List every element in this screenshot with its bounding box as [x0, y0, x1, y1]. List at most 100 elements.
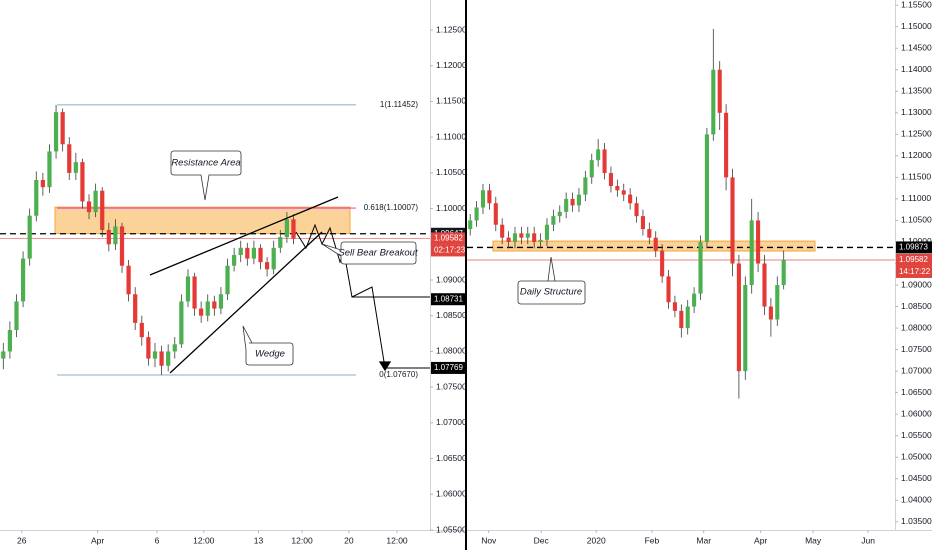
fib-label: 0.618(1.10007): [364, 203, 419, 212]
y-tick-label: 1.08000: [901, 322, 932, 332]
candle-body: [284, 219, 289, 238]
callout-box: [242, 325, 294, 366]
candle-body: [119, 226, 125, 266]
levels: 1(1.11452) 0.618(1.10007) 0(1.07670): [0, 100, 895, 379]
y-tick-label: 1.10000: [436, 203, 467, 213]
candle-body: [159, 351, 164, 366]
drawings: [149, 196, 430, 374]
candle-body: [500, 224, 505, 238]
y-tick-label: 1.06500: [901, 387, 932, 397]
candle-body: [628, 194, 633, 204]
x-tick-label: 12:00: [193, 535, 215, 545]
candle-body: [34, 180, 39, 216]
candle-body: [245, 247, 250, 259]
candle-body: [232, 255, 237, 266]
zone: [54, 206, 351, 235]
candle-body: [20, 258, 26, 302]
candle-body: [762, 263, 767, 307]
y-tick-label: 1.07500: [901, 344, 932, 354]
y-tick-label: 1.07000: [901, 365, 932, 375]
candle-body: [192, 276, 197, 309]
candle-body: [225, 265, 230, 295]
y-tick-label: 1.03500: [901, 516, 932, 526]
candle-body: [80, 162, 85, 202]
candle-body: [608, 173, 613, 186]
candle-body: [1, 351, 6, 359]
price-tag: [896, 241, 932, 254]
candle-body: [743, 285, 748, 372]
x-tick-label: 6: [155, 535, 160, 545]
candle-body: [47, 151, 52, 188]
candle-body: [100, 190, 105, 230]
y-tick-label: 1.12000: [436, 60, 467, 70]
candle-body: [205, 301, 210, 316]
y-tick-label: 1.09000: [901, 279, 932, 289]
price-tag: [896, 253, 932, 266]
projection-2: [351, 286, 430, 369]
candle-body: [146, 337, 151, 359]
y-tick-label: 1.11000: [901, 193, 931, 203]
candle-body: [86, 201, 92, 213]
y-tick-label: 1.14000: [901, 64, 932, 74]
candle-body: [60, 112, 65, 145]
y-tick-label: 1.12500: [901, 129, 932, 139]
y-tick-label: 1.12000: [901, 150, 932, 160]
candle-body: [166, 351, 171, 366]
candle-body: [487, 190, 492, 204]
candle-body: [756, 220, 761, 264]
candle-body: [698, 241, 703, 294]
candle-body: [40, 180, 45, 188]
candle-body: [730, 177, 735, 264]
y-tick-label: 1.11500: [436, 96, 466, 106]
x-tick-label: Apr: [91, 535, 104, 545]
candle-body: [264, 262, 270, 270]
candle-body: [185, 276, 191, 302]
y-tick-label: 1.04500: [901, 473, 932, 483]
fib-label: 1(1.11452): [380, 100, 418, 109]
candle-body: [653, 237, 658, 251]
x-tick-label: Mar: [696, 535, 711, 545]
y-tick-label: 1.15000: [901, 21, 932, 31]
candle-body: [271, 247, 276, 270]
candle-body: [557, 211, 562, 217]
candle-body: [139, 322, 144, 338]
x-tick-label: May: [805, 535, 822, 545]
x-tick-label: Jun: [861, 535, 875, 545]
candle-body: [27, 215, 32, 259]
candle-body: [717, 69, 722, 113]
countdown-tag: [896, 265, 932, 278]
countdown-label: 02:17:23: [434, 246, 466, 255]
wedge-upper: [149, 196, 339, 276]
y-tick-label: 1.13500: [901, 86, 932, 96]
y-tick-label: 1.04000: [901, 495, 932, 505]
candle-body: [711, 69, 716, 135]
y-tick-label: 1.05000: [901, 451, 932, 461]
x-tick-label: 13: [254, 535, 264, 545]
x-tick-label: 26: [17, 535, 27, 545]
y-tick-label: 1.06500: [436, 453, 467, 463]
x-tick-label: 12:00: [291, 535, 313, 545]
y-tick-label: 1.14500: [901, 42, 932, 52]
x-tick-label: Nov: [481, 535, 497, 545]
fib-label: 0(1.07670): [379, 370, 418, 379]
y-tick-label: 1.07000: [436, 417, 467, 427]
candle-body: [73, 162, 78, 173]
candle-body: [589, 160, 594, 178]
x-tick-label: 2020: [587, 535, 606, 545]
candle-body: [544, 224, 550, 240]
candle-body: [218, 294, 224, 309]
candle-body: [113, 226, 118, 245]
candle-body: [583, 177, 588, 195]
candle-body: [480, 190, 486, 208]
candle-body: [67, 144, 72, 173]
candle-body: [647, 229, 652, 238]
y-tick-label: 1.15500: [901, 0, 932, 9]
candle-body: [14, 301, 19, 330]
candle-body: [199, 308, 204, 316]
candle-body: [596, 149, 601, 161]
candle-body: [781, 260, 786, 286]
price-tag: [431, 293, 465, 306]
price-tag-label: 1.09582: [899, 255, 928, 264]
